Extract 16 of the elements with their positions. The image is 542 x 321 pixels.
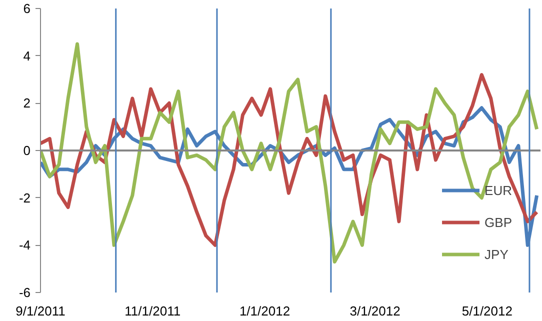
x-tick-label: 3/1/2012	[350, 304, 400, 318]
y-tick-label: -6	[18, 285, 31, 300]
y-tick-label: 0	[23, 143, 31, 158]
x-tick-label: 9/1/2011	[16, 304, 66, 318]
legend-label: EUR	[484, 182, 512, 198]
x-tick-label: 1/1/2012	[239, 304, 290, 318]
y-tick-label: 6	[23, 1, 31, 16]
y-tick-label: -2	[18, 190, 31, 206]
y-tick-label: -4	[18, 238, 31, 253]
y-tick-label: 4	[23, 48, 31, 64]
legend-label: GBP	[484, 214, 512, 230]
x-tick-label: 5/1/2012	[462, 304, 512, 318]
legend-label: JPY	[484, 246, 508, 262]
x-tick-label: 11/1/2011	[124, 304, 181, 318]
line-series	[40, 42, 539, 264]
y-tick-label: 2	[23, 96, 31, 111]
